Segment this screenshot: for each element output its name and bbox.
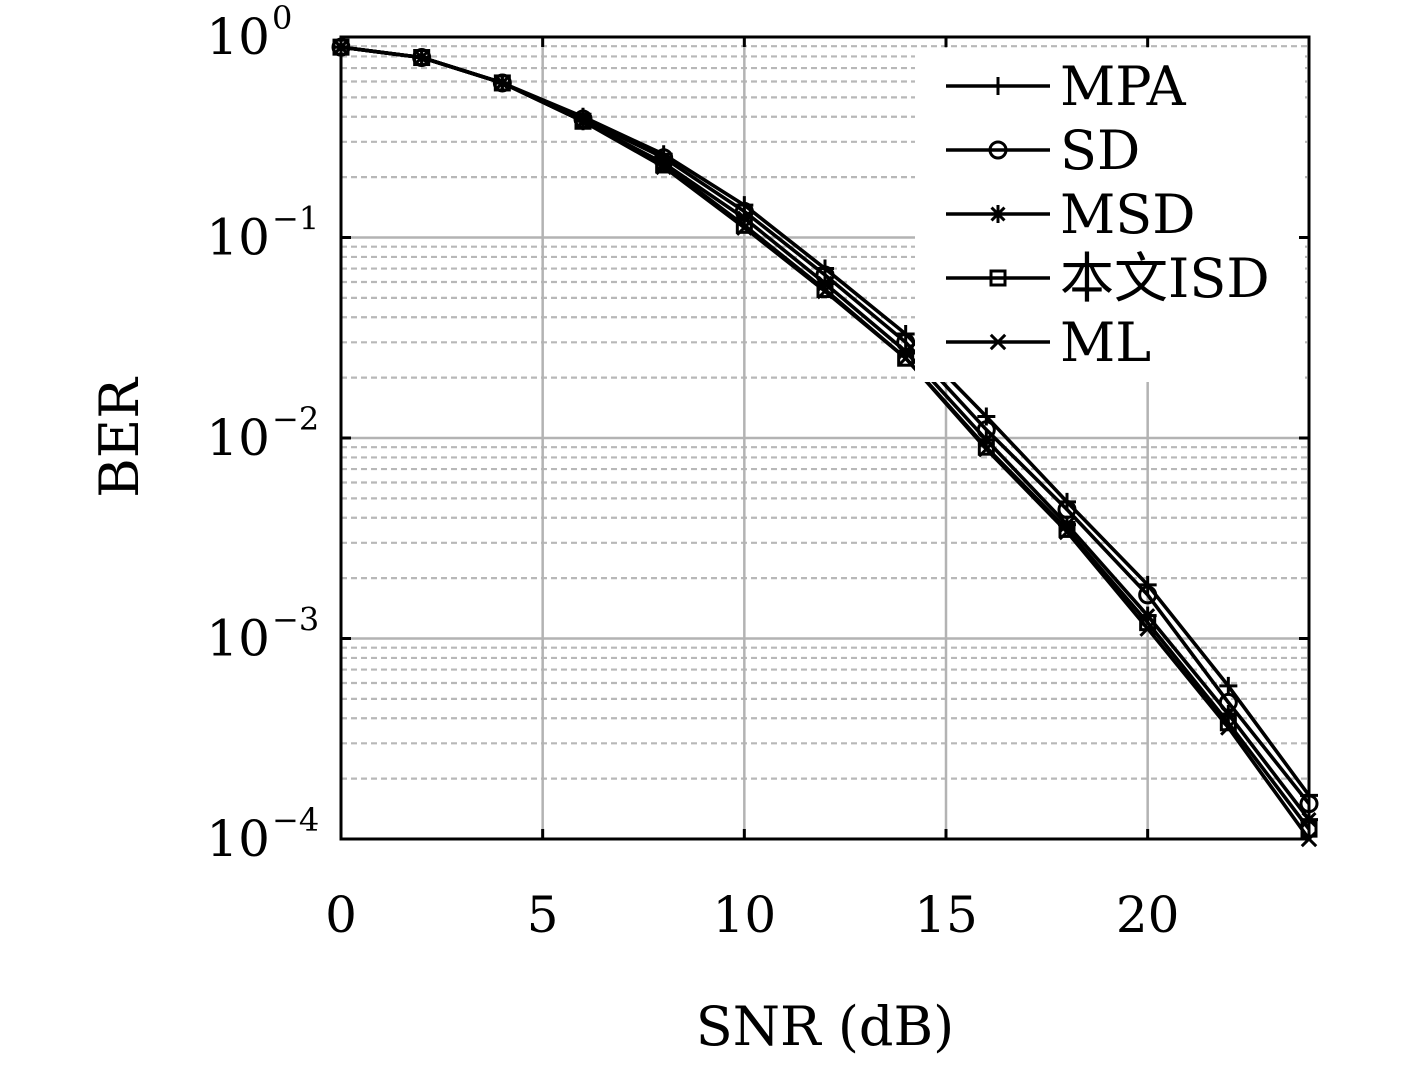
x-tick-label: 20 bbox=[1116, 886, 1180, 944]
marker-x bbox=[736, 219, 753, 236]
marker-x bbox=[655, 158, 672, 176]
series-group bbox=[331, 37, 1319, 848]
y-tick-label-exponent: −4 bbox=[272, 801, 319, 839]
y-tick-label: 10 bbox=[206, 409, 270, 467]
legend-item: MPA bbox=[946, 55, 1187, 118]
x-tick-label: 15 bbox=[914, 886, 978, 944]
y-tick-label-exponent: −3 bbox=[272, 601, 319, 639]
legend-label: ML bbox=[1060, 311, 1151, 374]
legend-item: ML bbox=[946, 311, 1151, 374]
marker-x bbox=[1139, 620, 1156, 637]
marker-x bbox=[1220, 719, 1237, 736]
marker-x bbox=[413, 49, 430, 66]
marker-square bbox=[493, 74, 511, 92]
marker-square bbox=[977, 438, 995, 456]
x-tick-label: 10 bbox=[713, 886, 777, 944]
y-tick-label-exponent: −1 bbox=[272, 200, 319, 238]
marker-circle bbox=[1138, 585, 1158, 605]
marker-asterisk bbox=[989, 205, 1007, 223]
y-tick-label: 10 bbox=[206, 8, 270, 66]
legend-label: SD bbox=[1060, 119, 1140, 182]
series-5 bbox=[332, 38, 1318, 848]
x-tick-label: 5 bbox=[527, 886, 559, 944]
marker-x bbox=[897, 349, 914, 367]
marker-square bbox=[897, 349, 915, 367]
marker-square bbox=[816, 281, 834, 299]
marker-square bbox=[735, 216, 753, 234]
marker-square bbox=[1058, 520, 1076, 538]
legend-item: MSD bbox=[946, 183, 1196, 246]
y-tick-label: 10 bbox=[206, 610, 270, 668]
marker-x bbox=[978, 440, 995, 458]
y-axis-label: BER bbox=[88, 377, 151, 498]
legend-item: 本文ISD bbox=[946, 247, 1270, 310]
legend-label: MPA bbox=[1060, 55, 1187, 118]
marker-x bbox=[574, 112, 592, 130]
legend-label: 本文ISD bbox=[1060, 247, 1270, 310]
marker-x bbox=[816, 282, 834, 300]
legend-item: SD bbox=[946, 119, 1140, 182]
y-tick-label: 10 bbox=[206, 810, 270, 868]
marker-plus bbox=[1138, 575, 1157, 594]
marker-x bbox=[989, 333, 1007, 351]
x-axis-label: SNR (dB) bbox=[696, 995, 954, 1058]
y-tick-label-exponent: −2 bbox=[272, 400, 319, 438]
x-tick-label: 0 bbox=[325, 886, 357, 944]
marker-plus bbox=[989, 77, 1007, 95]
y-tick-label-exponent: 0 bbox=[272, 0, 292, 37]
marker-plus bbox=[1219, 676, 1238, 695]
marker-square bbox=[574, 112, 592, 130]
ticks bbox=[339, 35, 1309, 841]
marker-x bbox=[1058, 523, 1076, 541]
y-tick-label: 10 bbox=[206, 209, 270, 267]
marker-square bbox=[989, 269, 1007, 287]
marker-asterisk bbox=[1058, 515, 1076, 534]
marker-circle bbox=[988, 140, 1008, 160]
legend-label: MSD bbox=[1060, 183, 1196, 246]
marker-x bbox=[494, 74, 511, 92]
marker-asterisk bbox=[1219, 705, 1238, 724]
